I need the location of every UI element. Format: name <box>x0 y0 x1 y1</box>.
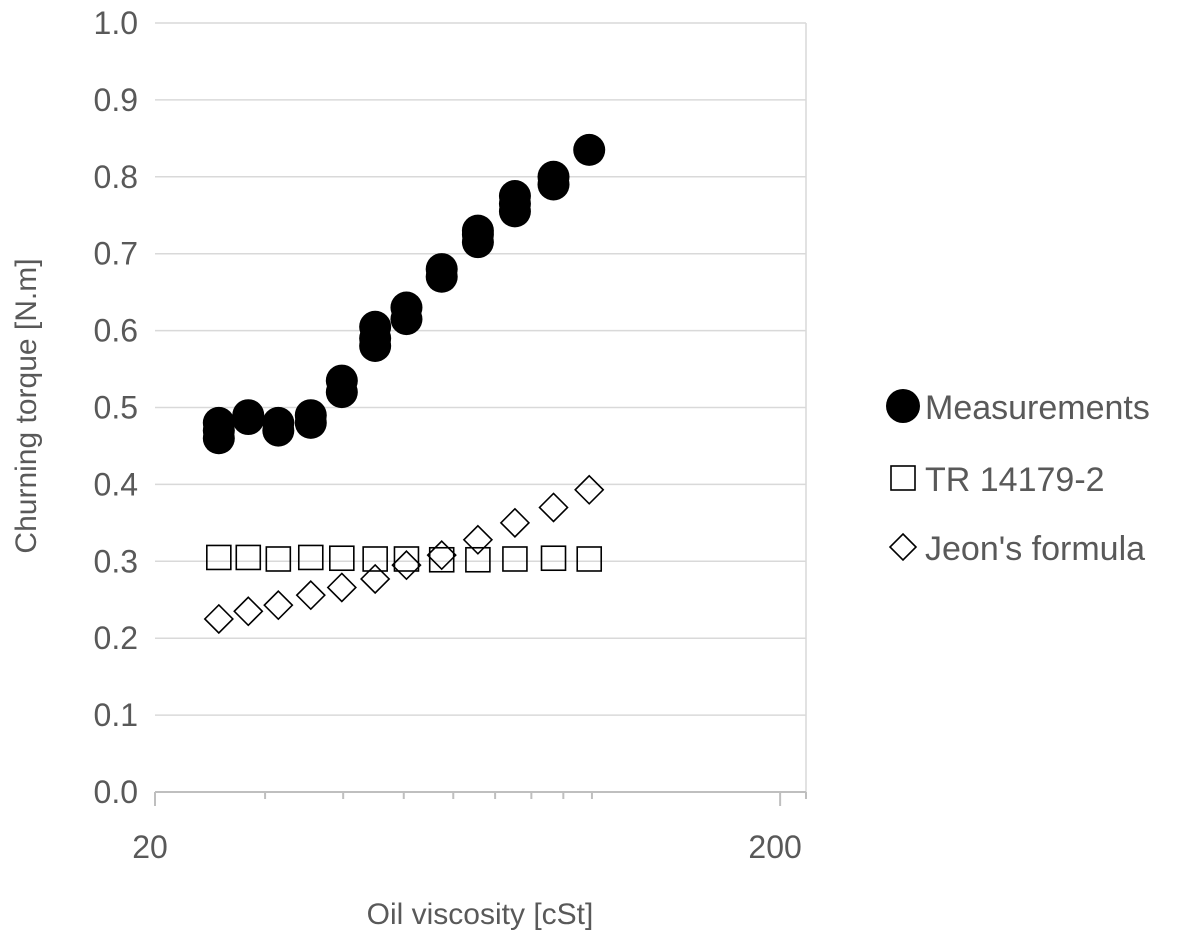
data-points <box>202 133 606 635</box>
data-point <box>425 253 458 286</box>
data-point <box>295 580 326 611</box>
data-point <box>202 406 235 439</box>
y-tick-label: 0.3 <box>94 543 138 579</box>
gridlines <box>155 22 807 792</box>
data-point <box>502 546 528 572</box>
data-point <box>574 474 605 505</box>
legend-item: Measurements <box>886 389 1150 427</box>
data-point <box>428 546 455 573</box>
axes <box>154 791 807 806</box>
data-point <box>499 507 531 538</box>
data-point <box>263 590 294 621</box>
data-point <box>498 180 531 213</box>
data-point <box>538 492 569 523</box>
data-point <box>329 545 355 572</box>
data-point <box>573 133 606 166</box>
y-tick-label: 0.4 <box>94 466 138 502</box>
data-point <box>232 399 265 432</box>
y-tick-label: 0.6 <box>94 313 138 349</box>
legend-marker <box>888 532 918 562</box>
data-point <box>203 603 234 635</box>
data-point <box>262 406 295 439</box>
x-tick-label: 200 <box>748 829 801 865</box>
data-point <box>461 214 494 247</box>
y-tick-label: 0.2 <box>94 620 138 656</box>
data-point <box>360 563 391 595</box>
data-point <box>462 524 494 555</box>
x-tick-label: 20 <box>132 829 168 865</box>
legend-marker <box>886 389 920 423</box>
y-axis-label: Churning torque [N.m] <box>10 258 43 553</box>
y-tick-label: 0.1 <box>94 697 138 733</box>
y-tick-label: 0.5 <box>94 390 138 426</box>
legend-item: TR 14179-2 <box>890 461 1105 499</box>
data-point <box>390 291 423 324</box>
data-point <box>465 546 491 573</box>
y-tick-labels: 0.0 0.1 0.2 0.3 0.4 0.5 0.6 0.7 0.8 0.9 1.0 <box>94 5 138 810</box>
data-point <box>540 545 567 572</box>
legend-label: TR 14179-2 <box>925 461 1105 499</box>
data-point <box>393 546 420 572</box>
legend-marker <box>890 465 916 491</box>
data-point <box>362 546 388 572</box>
data-point <box>233 596 264 627</box>
x-tick-labels: 20 200 <box>132 829 802 865</box>
y-tick-label: 0.8 <box>94 159 138 195</box>
data-point <box>326 572 357 603</box>
data-point <box>235 544 262 571</box>
data-point <box>576 546 603 572</box>
y-tick-label: 1.0 <box>94 5 138 41</box>
data-point <box>325 364 358 397</box>
data-point <box>391 550 422 581</box>
legend: Measurements TR 14179-2 Jeon's formula <box>886 389 1150 568</box>
legend-label: Jeon's formula <box>925 530 1145 568</box>
y-tick-label: 0.7 <box>94 236 138 272</box>
legend-label: Measurements <box>925 389 1150 427</box>
legend-item: Jeon's formula <box>888 530 1145 568</box>
y-tick-label: 0.0 <box>94 774 138 810</box>
data-point <box>294 399 327 432</box>
data-point <box>206 544 232 571</box>
y-tick-label: 0.9 <box>94 82 138 118</box>
data-point <box>297 544 324 571</box>
data-point <box>265 546 292 572</box>
x-axis-label: Oil viscosity [cSt] <box>367 898 594 931</box>
data-point <box>537 160 570 193</box>
data-point <box>426 540 457 571</box>
data-point <box>359 310 392 343</box>
